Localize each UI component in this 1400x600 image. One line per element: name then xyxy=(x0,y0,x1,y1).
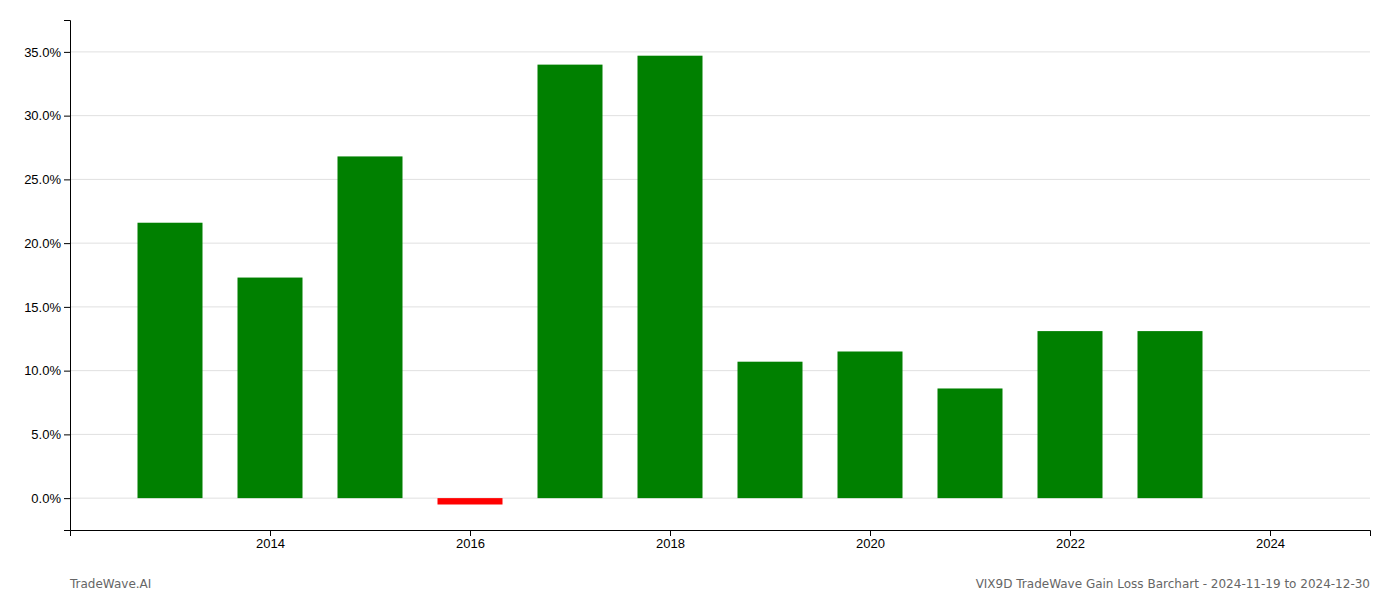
y-tick: 5.0% xyxy=(31,427,70,442)
grid-line xyxy=(70,51,1370,52)
y-tick-mark xyxy=(64,116,70,117)
x-tick: 2018 xyxy=(656,530,685,551)
y-tick-mark xyxy=(64,307,70,308)
bar xyxy=(538,65,603,499)
y-tick-label: 5.0% xyxy=(31,427,61,442)
x-axis-line xyxy=(71,531,1371,537)
bar xyxy=(138,223,203,498)
y-tick-label: 15.0% xyxy=(24,300,61,315)
y-tick: 25.0% xyxy=(24,172,70,187)
bar xyxy=(738,362,803,498)
bar xyxy=(238,278,303,499)
y-tick-label: 10.0% xyxy=(24,363,61,378)
y-tick-mark xyxy=(64,179,70,180)
x-tick-label: 2024 xyxy=(1256,536,1285,551)
grid-line xyxy=(70,243,1370,244)
y-tick: 15.0% xyxy=(24,300,70,315)
y-tick-mark xyxy=(64,434,70,435)
x-tick-label: 2022 xyxy=(1056,536,1085,551)
x-tick-label: 2014 xyxy=(256,536,285,551)
bar xyxy=(1138,331,1203,498)
y-tick-label: 35.0% xyxy=(24,45,61,60)
y-tick: 0.0% xyxy=(31,491,70,506)
chart-svg: 2014 2016 2018 2020 2022 2024 0.0% 5.0% 10.0% 15.… xyxy=(0,0,1400,600)
x-tick: 2016 xyxy=(456,530,485,551)
grid-line xyxy=(70,179,1370,180)
y-axis-line xyxy=(64,21,71,531)
x-tick-mark xyxy=(270,530,271,536)
x-axis: 2014 2016 2018 2020 2022 2024 xyxy=(71,530,1371,551)
y-tick: 20.0% xyxy=(24,236,70,251)
y-tick-mark xyxy=(64,52,70,53)
y-tick-label: 0.0% xyxy=(31,491,61,506)
grid-line xyxy=(70,115,1370,116)
x-tick-mark xyxy=(670,530,671,536)
footer-left: TradeWave.AI xyxy=(69,577,151,591)
y-axis: 0.0% 5.0% 10.0% 15.0% 20.0% 25.0% 30.0% 35.0% xyxy=(24,21,70,531)
x-tick: 2022 xyxy=(1056,530,1085,551)
x-tick-mark xyxy=(470,530,471,536)
footer-right: VIX9D TradeWave Gain Loss Barchart - 202… xyxy=(976,577,1370,591)
x-tick: 2014 xyxy=(256,530,285,551)
bar xyxy=(338,156,403,498)
plot-area: 2014 2016 2018 2020 2022 2024 0.0% 5.0% 10.0% 15.… xyxy=(24,21,1370,552)
x-tick-label: 2016 xyxy=(456,536,485,551)
bar xyxy=(638,56,703,498)
y-tick-label: 25.0% xyxy=(24,172,61,187)
bar xyxy=(938,388,1003,498)
grid xyxy=(70,52,1370,498)
x-tick-label: 2020 xyxy=(856,536,885,551)
y-tick: 10.0% xyxy=(24,363,70,378)
y-tick: 30.0% xyxy=(24,108,70,123)
x-tick-label: 2018 xyxy=(656,536,685,551)
y-tick-label: 20.0% xyxy=(24,236,61,251)
y-tick: 35.0% xyxy=(24,45,70,60)
x-tick: 2020 xyxy=(856,530,885,551)
x-tick-mark xyxy=(1070,530,1071,536)
bar xyxy=(438,498,503,504)
bar xyxy=(838,352,903,499)
y-tick-mark xyxy=(64,243,70,244)
bar xyxy=(1038,331,1103,498)
x-tick-mark xyxy=(1270,530,1271,536)
bars xyxy=(138,56,1203,505)
y-tick-mark xyxy=(64,371,70,372)
y-tick-label: 30.0% xyxy=(24,108,61,123)
x-tick: 2024 xyxy=(1256,530,1285,551)
x-tick-mark xyxy=(870,530,871,536)
y-tick-mark xyxy=(64,498,70,499)
